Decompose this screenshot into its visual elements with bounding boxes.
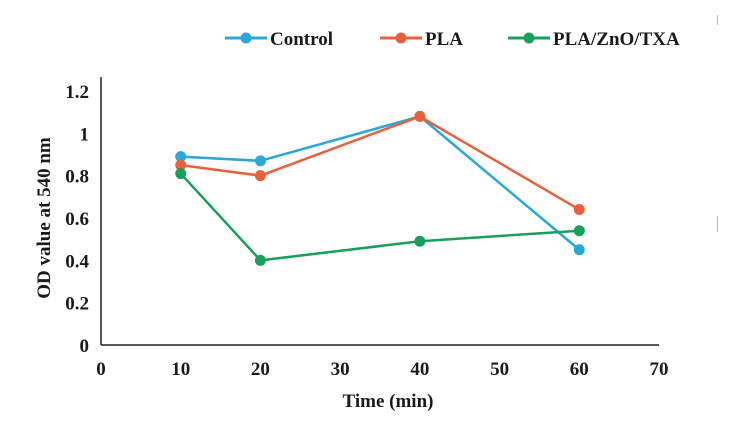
legend-item-pla: PLA <box>380 29 463 50</box>
data-point-pla-zno-txa <box>414 235 426 247</box>
y-tick-label: 0.4 <box>65 251 89 272</box>
legend-swatch-marker <box>395 32 407 44</box>
x-tick-label: 20 <box>251 359 270 380</box>
data-point-pla <box>254 170 266 182</box>
y-tick-label: 1.2 <box>65 82 89 103</box>
edge-mark-bottom <box>717 216 718 232</box>
x-tick-label: 70 <box>650 359 669 380</box>
x-tick-label: 10 <box>171 359 190 380</box>
legend-swatch-marker <box>240 32 252 44</box>
series-pla-zno-txa <box>175 168 585 266</box>
x-tick-label: 0 <box>96 359 106 380</box>
x-tick-label: 40 <box>410 359 429 380</box>
legend-item-pla-zno-txa: PLA/ZnO/TXA <box>508 29 680 50</box>
x-tick-label: 60 <box>570 359 589 380</box>
y-tick-label: 0.8 <box>65 167 89 188</box>
legend-label: PLA/ZnO/TXA <box>553 29 680 50</box>
axes <box>100 77 659 346</box>
series-line-pla <box>180 115 580 211</box>
legend-swatch-marker <box>523 32 535 44</box>
y-axis-label: OD value at 540 nm <box>34 137 55 299</box>
data-point-control <box>573 244 585 256</box>
legend-label: PLA <box>425 29 463 50</box>
y-tick-label: 0.6 <box>65 209 89 230</box>
legend-label: Control <box>270 29 333 50</box>
data-point-pla-zno-txa <box>254 254 266 266</box>
series-line-pla-zno-txa <box>179 172 580 262</box>
x-axis-label: Time (min) <box>343 391 434 412</box>
y-tick-labels: 0 0.2 0.4 0.6 0.8 1 1.2 <box>65 82 89 357</box>
x-tick-label: 50 <box>490 359 509 380</box>
series-group <box>175 110 585 266</box>
legend: Control PLA PLA/ZnO/TXA <box>225 29 680 50</box>
data-point-pla-zno-txa <box>175 168 187 180</box>
data-point-pla <box>573 204 585 216</box>
data-point-control <box>175 151 187 163</box>
y-tick-label: 0.2 <box>65 294 89 315</box>
data-point-control <box>254 155 266 167</box>
edge-mark-top <box>717 15 718 25</box>
y-tick-label: 1 <box>80 124 90 145</box>
x-tick-labels: 0 10 20 30 40 50 60 70 <box>96 359 668 380</box>
series-pla <box>175 110 585 216</box>
data-point-pla-zno-txa <box>573 225 585 237</box>
x-tick-label: 30 <box>331 359 350 380</box>
data-point-pla <box>414 110 426 122</box>
data-point-pla <box>175 159 187 171</box>
series-line-control <box>180 115 581 251</box>
y-tick-label: 0 <box>80 336 90 357</box>
legend-item-control: Control <box>225 29 333 50</box>
